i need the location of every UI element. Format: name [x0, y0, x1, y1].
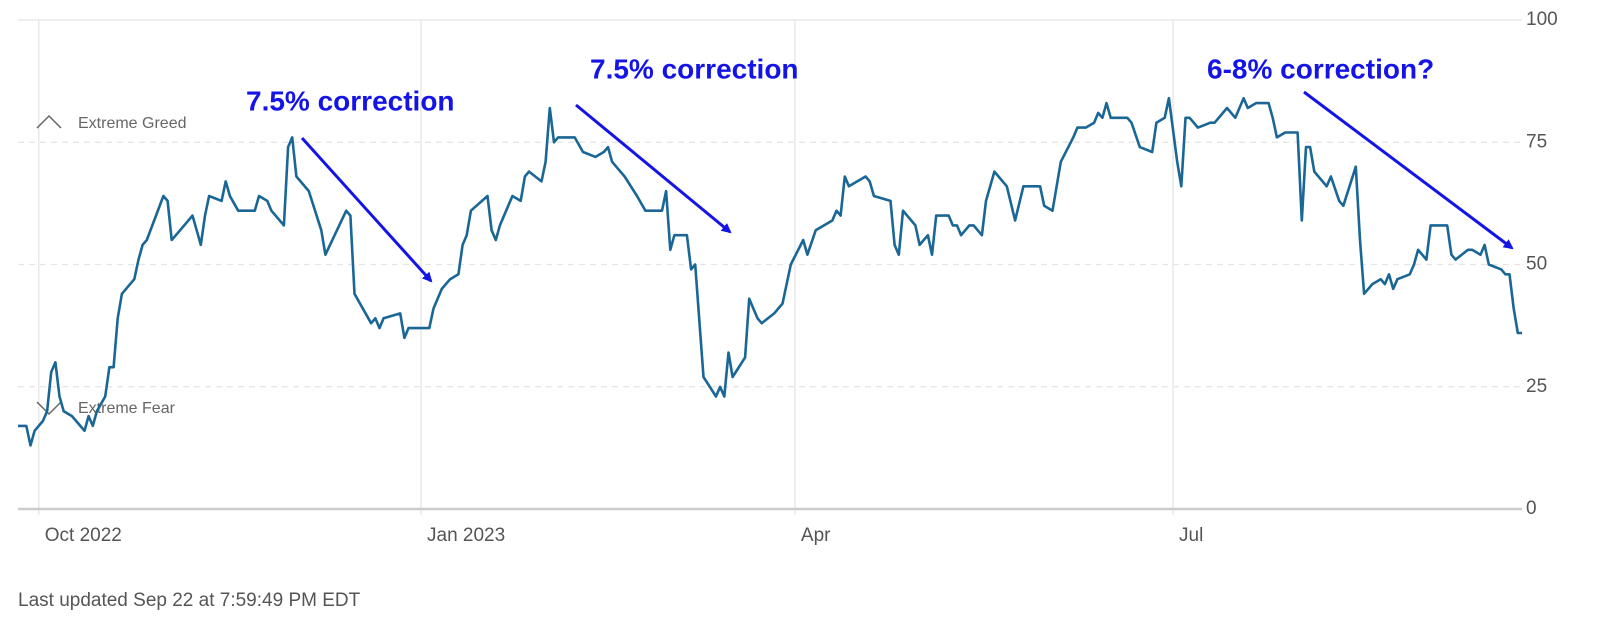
zone-label: Extreme Greed [78, 115, 186, 132]
annotation-arrows [300, 90, 1514, 283]
x-tick-label: Jul [1179, 525, 1203, 546]
y-tick-label: 75 [1526, 131, 1547, 152]
x-tick-label: Apr [801, 525, 831, 546]
footer: Last updated Sep 22 at 7:59:49 PM EDT [18, 590, 361, 611]
x-tick-label: Jan 2023 [427, 525, 505, 546]
fear-greed-line [18, 96, 1522, 447]
annotation: 6-8% correction? [1207, 53, 1434, 84]
y-tick-label: 50 [1526, 254, 1547, 275]
annotation: 7.5% correction [246, 85, 455, 116]
zone-icons [36, 114, 62, 416]
y-tick-label: 25 [1526, 376, 1547, 397]
x-tick-label: Oct 2022 [45, 525, 122, 546]
annotation: 7.5% correction [590, 53, 799, 84]
zone-label: Extreme Fear [78, 400, 176, 417]
y-tick-label: 0 [1526, 498, 1537, 519]
y-tick-label: 100 [1526, 9, 1558, 30]
